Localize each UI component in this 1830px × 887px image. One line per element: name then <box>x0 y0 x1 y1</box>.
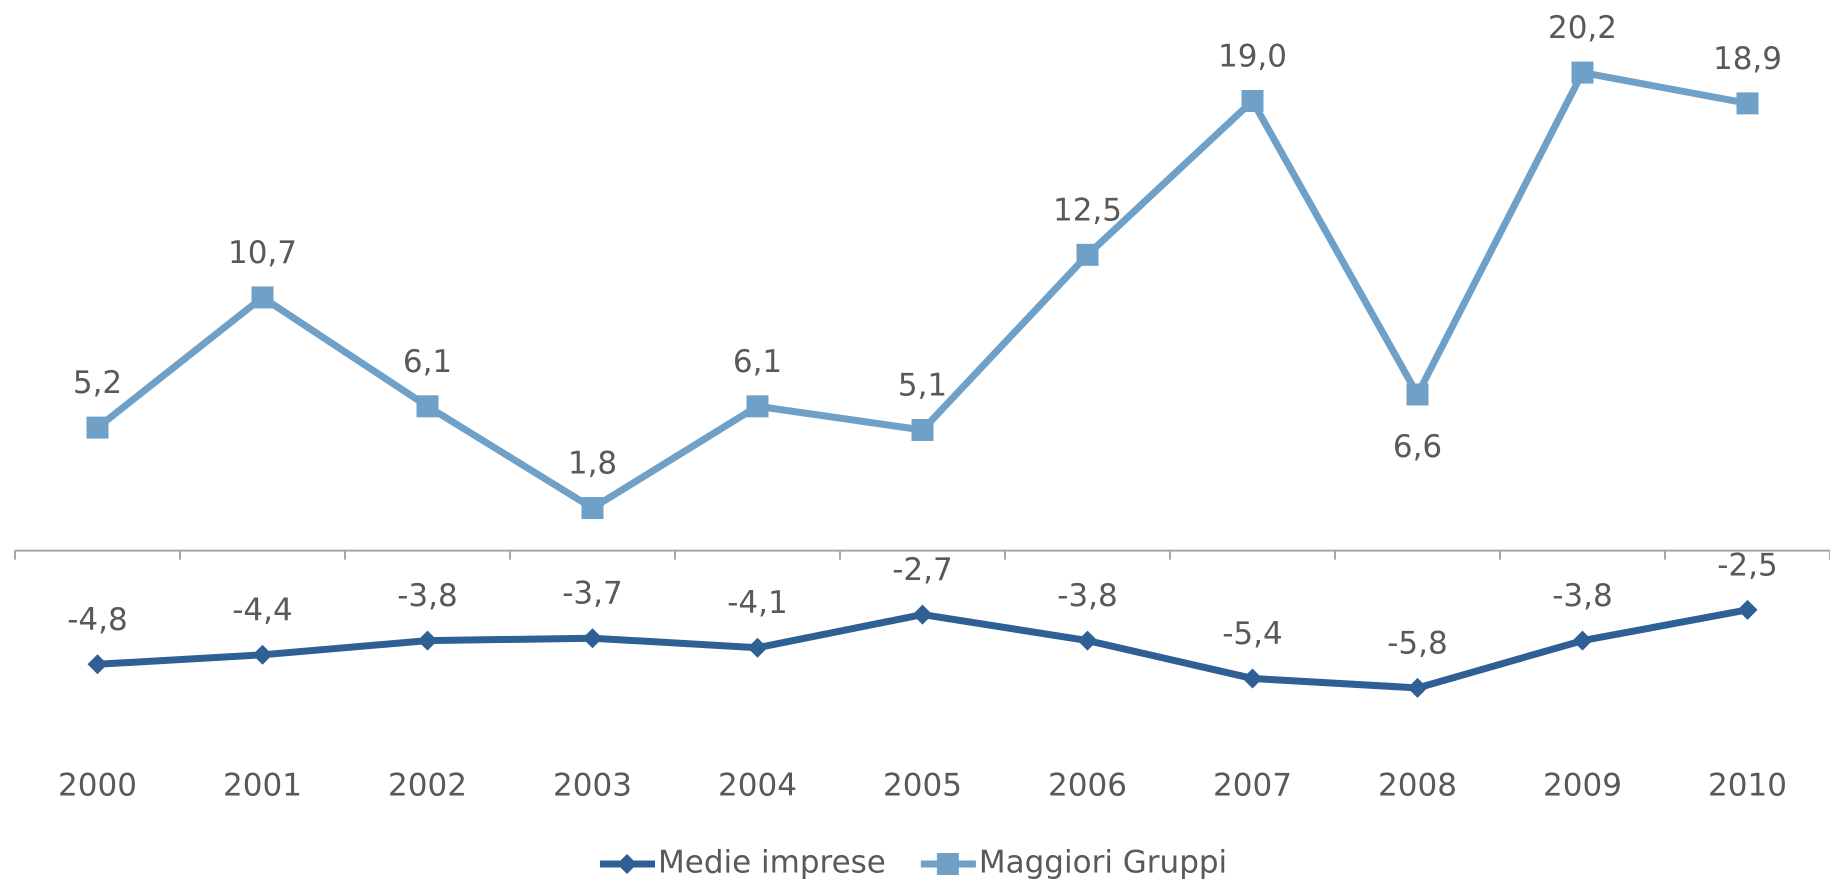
data-point <box>252 644 273 665</box>
data-point <box>416 395 439 418</box>
data-point <box>417 630 438 651</box>
data-point <box>86 416 109 439</box>
data-label: -2,7 <box>892 552 953 588</box>
data-point <box>747 637 768 658</box>
data-label: 1,8 <box>568 446 617 482</box>
x-tick-label: 2006 <box>1048 768 1127 804</box>
data-point <box>1241 90 1264 112</box>
data-label: 12,5 <box>1053 192 1122 228</box>
data-point <box>581 497 604 520</box>
data-label: -4,8 <box>67 602 128 638</box>
data-label: 5,2 <box>73 365 122 401</box>
data-point <box>1406 383 1429 406</box>
data-label: 19,0 <box>1218 39 1287 75</box>
data-label: -5,4 <box>1222 616 1283 652</box>
x-tick-label: 2008 <box>1378 768 1457 804</box>
x-tick-label: 2009 <box>1543 768 1622 804</box>
x-tick-label: 2002 <box>388 768 467 804</box>
data-point <box>1076 243 1099 266</box>
data-label: -3,8 <box>397 578 458 614</box>
data-label: -3,7 <box>562 576 623 612</box>
data-label: -3,8 <box>1057 578 1118 614</box>
x-tick-label: 2010 <box>1708 768 1787 804</box>
data-label: 10,7 <box>228 235 297 271</box>
data-point <box>912 604 933 625</box>
legend-label: Medie imprese <box>658 845 886 881</box>
series-line <box>95 68 1749 513</box>
x-tick-label: 2005 <box>883 768 962 804</box>
data-point <box>911 418 934 441</box>
legend-marker <box>617 854 637 874</box>
data-point <box>1737 599 1758 620</box>
data-label: -3,8 <box>1552 578 1613 614</box>
data-label: -2,5 <box>1717 547 1778 583</box>
x-tick-label: 2003 <box>553 768 632 804</box>
data-label: -4,4 <box>232 592 293 628</box>
data-label: -5,8 <box>1387 625 1448 661</box>
data-point <box>1077 630 1098 651</box>
data-point <box>1407 677 1428 698</box>
data-point <box>1736 92 1759 115</box>
x-tick-label: 2007 <box>1213 768 1292 804</box>
data-point <box>87 654 108 675</box>
data-label: 18,9 <box>1713 41 1782 77</box>
data-label: 6,1 <box>733 344 782 380</box>
data-point <box>251 286 274 309</box>
data-point <box>746 395 769 418</box>
data-label: -4,1 <box>727 585 788 621</box>
data-label: 20,2 <box>1548 10 1617 46</box>
legend-marker <box>936 853 959 875</box>
data-point <box>1572 630 1593 651</box>
legend-label: Maggiori Gruppi <box>979 845 1227 881</box>
data-point <box>582 628 603 649</box>
data-point <box>1242 668 1263 689</box>
data-label: 6,6 <box>1393 429 1442 465</box>
x-tick-label: 2004 <box>718 768 797 804</box>
x-tick-label: 2001 <box>223 768 302 804</box>
data-label: 6,1 <box>403 344 452 380</box>
data-point <box>1571 61 1594 84</box>
data-label: 5,1 <box>898 367 947 403</box>
x-tick-label: 2000 <box>58 768 137 804</box>
